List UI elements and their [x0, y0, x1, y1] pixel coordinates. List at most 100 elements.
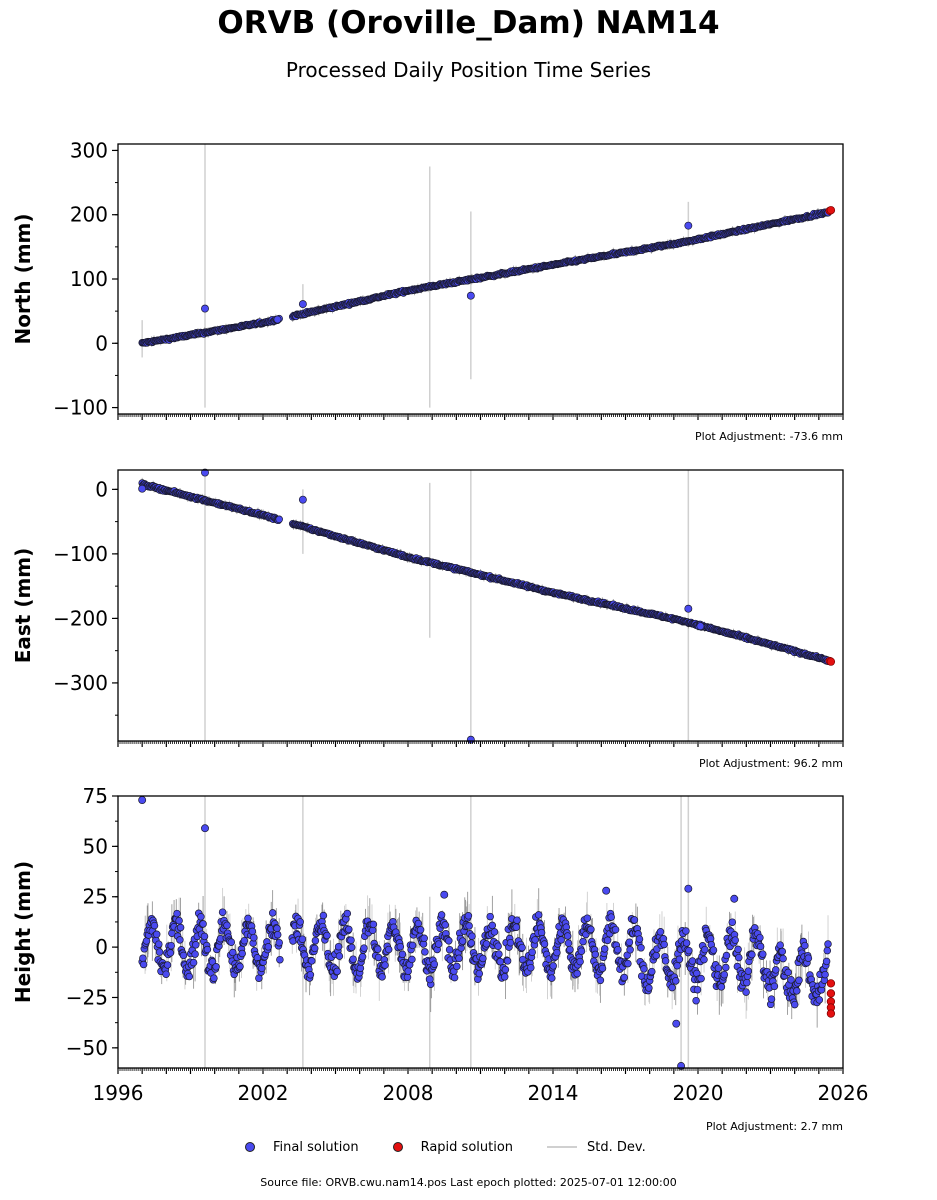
y-tick-label: 200: [70, 203, 108, 227]
plot-adjustment-label: Plot Adjustment: 96.2 mm: [699, 757, 843, 770]
final-point: [734, 945, 742, 954]
final-solution-points: [138, 208, 832, 347]
final-point: [717, 983, 726, 991]
final-point: [464, 912, 473, 920]
final-point: [166, 949, 175, 957]
final-point: [722, 951, 731, 960]
final-point: [731, 936, 739, 944]
final-point: [296, 918, 304, 926]
final-point: [163, 961, 172, 969]
final-point: [591, 950, 600, 959]
final-point: [455, 954, 463, 963]
final-point: [437, 911, 446, 919]
final-point: [468, 932, 476, 940]
final-point: [381, 961, 389, 969]
final-point: [787, 976, 795, 984]
final-point: [276, 955, 284, 964]
final-point: [500, 973, 509, 981]
x-tick-label: 2020: [673, 1081, 724, 1105]
final-point: [744, 967, 753, 975]
final-point: [275, 515, 283, 524]
final-point: [347, 936, 355, 944]
final-point: [501, 965, 510, 974]
y-tick-label: 0: [95, 935, 108, 959]
x-tick-label: 2008: [383, 1081, 434, 1105]
final-marker-icon: [245, 1142, 255, 1152]
rapid-solution-points: [825, 656, 836, 666]
final-point: [714, 964, 723, 972]
final-point: [414, 919, 423, 928]
final-point: [579, 937, 587, 946]
final-point: [150, 921, 159, 930]
final-point: [759, 950, 767, 958]
chart-subtitle: Processed Daily Position Time Series: [285, 58, 652, 82]
final-point: [197, 913, 205, 921]
final-point: [804, 954, 813, 962]
final-point: [458, 937, 467, 945]
final-point: [506, 938, 515, 947]
final-point: [600, 945, 609, 953]
final-point: [682, 927, 690, 935]
final-point: [625, 938, 634, 946]
final-point: [790, 1000, 799, 1009]
final-point: [203, 945, 212, 954]
final-point: [648, 967, 656, 976]
final-point: [273, 930, 282, 939]
final-point: [360, 944, 368, 952]
y-axis: −100 0 100 200 300: [53, 138, 118, 420]
legend-final: Final solution: [245, 1140, 359, 1155]
final-point: [189, 958, 198, 967]
final-point: [537, 928, 546, 937]
final-point: [563, 932, 572, 940]
outlier-point: [440, 890, 449, 899]
y-tick-label: 300: [70, 138, 108, 162]
final-point: [398, 950, 407, 959]
y-tick-label: 75: [83, 784, 108, 808]
final-point: [548, 974, 556, 982]
final-point: [645, 984, 653, 992]
final-point: [479, 954, 487, 963]
final-point: [626, 946, 634, 954]
final-point: [557, 936, 565, 944]
source-footer: Source file: ORVB.cwu.nam14.pos Last epo…: [260, 1176, 677, 1189]
final-point: [607, 913, 615, 921]
final-point: [503, 957, 512, 965]
final-point: [453, 962, 461, 971]
final-point: [155, 940, 163, 948]
final-point: [494, 942, 502, 950]
final-point: [200, 932, 209, 941]
final-point: [384, 945, 393, 954]
rapid-point: [826, 657, 836, 666]
final-point: [675, 955, 684, 964]
final-point: [490, 928, 499, 936]
rapid-marker-icon: [392, 1142, 403, 1152]
legend-stddev-label: Std. Dev.: [587, 1139, 646, 1155]
final-point: [770, 982, 779, 991]
final-point: [822, 957, 831, 966]
final-point: [672, 977, 680, 985]
final-point: [495, 950, 503, 958]
final-point: [358, 953, 367, 961]
final-point: [378, 973, 386, 981]
outlier-point: [138, 796, 147, 804]
final-point: [728, 918, 737, 926]
outlier-point: [201, 824, 209, 833]
legend-rapid-label: Rapid solution: [420, 1139, 514, 1155]
final-point: [596, 976, 605, 985]
final-point: [637, 944, 645, 952]
outlier-point: [298, 495, 307, 504]
final-point: [210, 974, 218, 982]
final-point: [333, 967, 341, 976]
final-point: [308, 957, 316, 965]
final-point: [635, 935, 644, 943]
final-point: [824, 940, 832, 948]
final-point: [167, 941, 175, 950]
final-point: [767, 995, 776, 1003]
x-axis: 1996 2002 2008 2014 2020 2026: [93, 1068, 868, 1105]
final-point: [692, 996, 700, 1005]
final-point: [688, 957, 697, 965]
final-point: [709, 946, 718, 954]
final-point: [396, 942, 405, 951]
final-point: [465, 922, 473, 930]
rapid-point: [826, 989, 836, 998]
